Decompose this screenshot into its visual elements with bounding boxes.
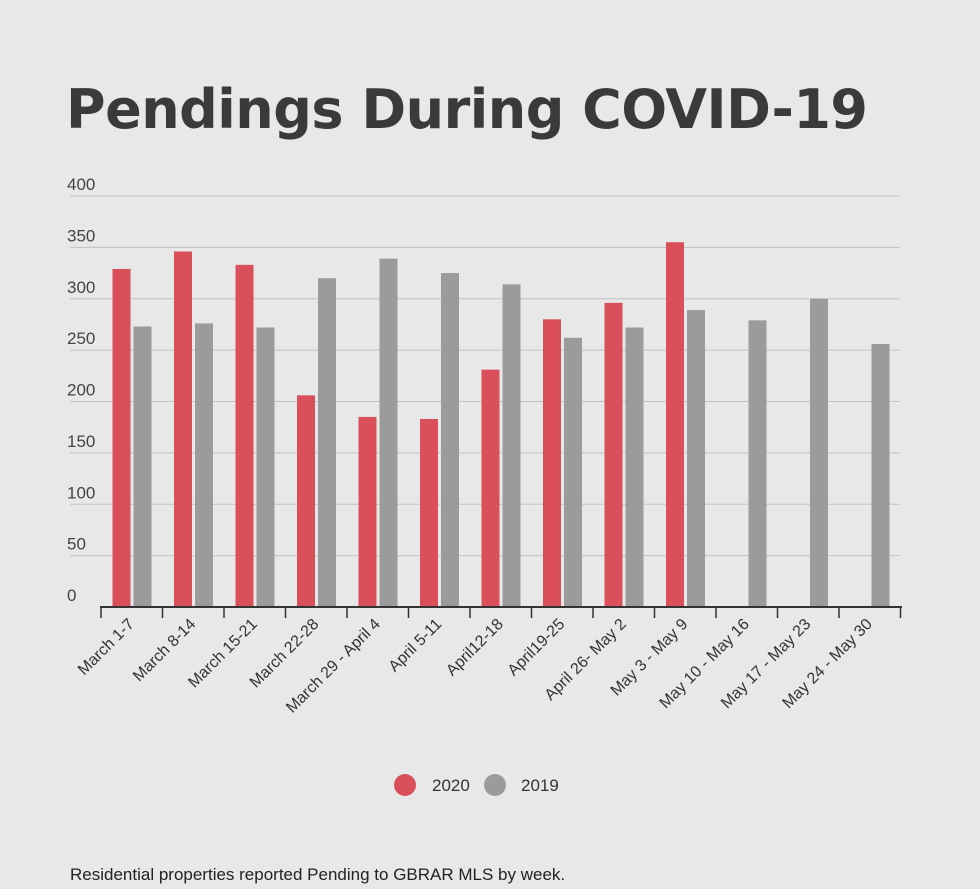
- bar-2020-8: [543, 319, 561, 607]
- bar-2019-11: [748, 320, 767, 607]
- bar-2019-9: [625, 327, 644, 607]
- bar-2019-3: [256, 327, 275, 607]
- bar-2019-5: [379, 258, 398, 607]
- legend: 2020 2019: [394, 774, 559, 796]
- y-tick-label: 300: [67, 278, 95, 297]
- x-tick-label: March 1-7: [75, 616, 138, 679]
- bar-2020-10: [666, 242, 684, 608]
- legend-marker-2020: [394, 774, 416, 796]
- y-tick-label: 400: [67, 175, 95, 194]
- x-tick-label: April12-18: [443, 616, 507, 680]
- bar-2019-2: [195, 323, 213, 607]
- bar-2020-3: [235, 264, 254, 607]
- y-tick-label: 200: [67, 381, 95, 400]
- bar-2020-5: [358, 416, 377, 607]
- bar-2019-7: [502, 284, 521, 607]
- x-tick-label: April 5-11: [386, 616, 446, 676]
- bars: [112, 242, 890, 608]
- x-tick-label: April19-25: [505, 616, 569, 680]
- y-tick-label: 350: [67, 226, 95, 245]
- x-axis: [100, 606, 902, 618]
- chart-footnote: Residential properties reported Pending …: [70, 865, 566, 884]
- y-tick-label: 0: [67, 586, 76, 605]
- legend-label-2020: 2020: [432, 776, 470, 795]
- bar-2020-4: [297, 395, 315, 607]
- bar-2019-4: [318, 278, 336, 607]
- y-tick-label: 250: [67, 329, 95, 348]
- bar-2020-6: [420, 418, 438, 607]
- legend-marker-2019: [484, 774, 506, 796]
- y-tick-label: 50: [67, 535, 86, 554]
- bar-2019-1: [133, 326, 152, 607]
- bar-2020-1: [112, 268, 131, 607]
- bar-2019-12: [810, 298, 828, 607]
- bar-2020-7: [481, 369, 500, 607]
- bar-2020-2: [174, 251, 192, 608]
- y-axis-ticks: 0 50 100 150 200 250 300 350 400: [67, 175, 95, 605]
- bar-2019-10: [687, 310, 705, 607]
- chart-title: Pendings During COVID-19: [66, 78, 868, 141]
- bar-2019-8: [564, 337, 582, 607]
- bar-2019-13: [871, 343, 890, 607]
- y-tick-label: 100: [67, 483, 95, 502]
- bar-2020-9: [604, 302, 623, 607]
- legend-label-2019: 2019: [521, 776, 559, 795]
- bar-2019-6: [441, 273, 459, 607]
- y-tick-label: 150: [67, 432, 95, 451]
